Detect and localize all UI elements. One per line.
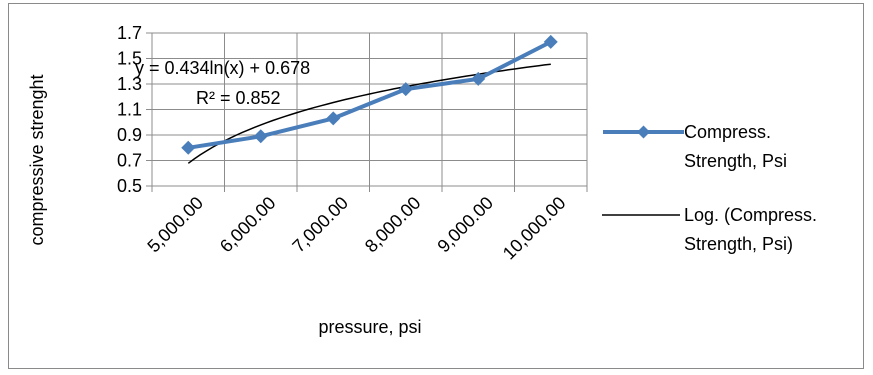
y-tick-labels: 0.5 0.7 0.9 1.1 1.3 1.5 1.7 <box>117 23 142 196</box>
data-point <box>398 82 413 97</box>
series-line <box>187 40 552 150</box>
x-tick-label: 5,000.00 <box>143 193 207 257</box>
y-tick-label: 1.5 <box>117 49 142 69</box>
legend-series-marker <box>637 125 650 139</box>
data-point <box>543 34 558 49</box>
x-tick-label: 7,000.00 <box>288 193 352 257</box>
series-layer <box>181 34 558 155</box>
y-tick-label: 1.7 <box>117 23 142 43</box>
data-point <box>253 129 268 144</box>
data-point <box>181 140 196 155</box>
x-tick-labels: 5,000.00 6,000.00 7,000.00 8,000.00 9,000.00… <box>143 193 569 264</box>
trendline-equation: y = 0.434ln(x) + 0.678 <box>135 58 310 78</box>
x-tick-label: 9,000.00 <box>433 193 497 257</box>
y-tick-label: 0.7 <box>117 151 142 171</box>
y-tick-label: 1.3 <box>117 74 142 94</box>
legend-trendline-label-line1: Log. (Compress. <box>684 205 817 225</box>
y-tick-label: 0.9 <box>117 125 142 145</box>
legend-trendline-label-line2: Strength, Psi) <box>684 234 793 254</box>
r-squared-label: R² = 0.852 <box>196 88 281 108</box>
x-tick-label: 8,000.00 <box>361 193 425 257</box>
legend-series-label-line1: Compress. <box>684 122 771 142</box>
legend-series-label-line2: Strength, Psi <box>684 151 787 171</box>
y-axis-title: compressive strenght <box>27 74 47 245</box>
x-axis-title: pressure, psi <box>318 317 421 337</box>
data-point <box>326 111 341 126</box>
y-tick-label: 1.1 <box>117 100 142 120</box>
x-tick-label: 10,000.00 <box>499 193 570 264</box>
legend: Compress. Strength, Psi Log. (Compress. … <box>602 122 817 254</box>
data-point <box>471 71 486 86</box>
y-tick-label: 0.5 <box>117 176 142 196</box>
x-tick-label: 6,000.00 <box>216 193 280 257</box>
